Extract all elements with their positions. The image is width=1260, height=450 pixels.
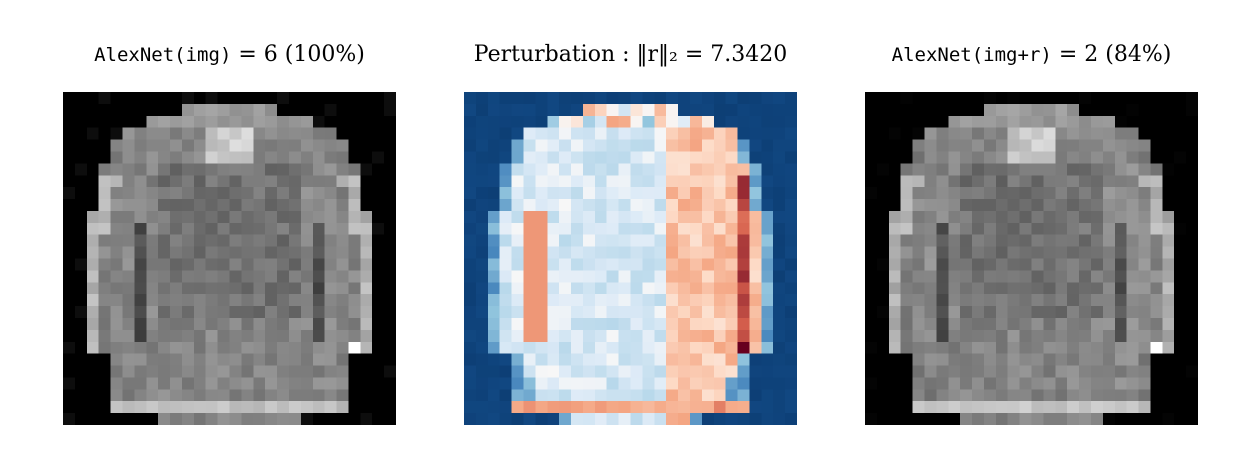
- adversarial-title: AlexNet(img+r) = 2 (84%): [805, 42, 1258, 67]
- original-title: AlexNet(img) = 6 (100%): [3, 42, 456, 67]
- panel-perturbation: Perturbation : ‖r‖₂ = 7.3420: [464, 0, 797, 450]
- perturbation-title: Perturbation : ‖r‖₂ = 7.3420: [473, 42, 788, 67]
- adversarial-title-prediction: = 2 (84%): [1051, 42, 1172, 67]
- panel-original: AlexNet(img) = 6 (100%): [63, 0, 396, 450]
- adversarial-title-model: AlexNet(img+r): [891, 44, 1052, 66]
- original-image: [63, 92, 396, 425]
- panel-adversarial: AlexNet(img+r) = 2 (84%): [865, 0, 1198, 450]
- adversarial-image: [865, 92, 1198, 425]
- original-title-model: AlexNet(img): [94, 44, 232, 66]
- original-title-prediction: = 6 (100%): [231, 42, 365, 67]
- perturbation-heatmap: [464, 92, 797, 425]
